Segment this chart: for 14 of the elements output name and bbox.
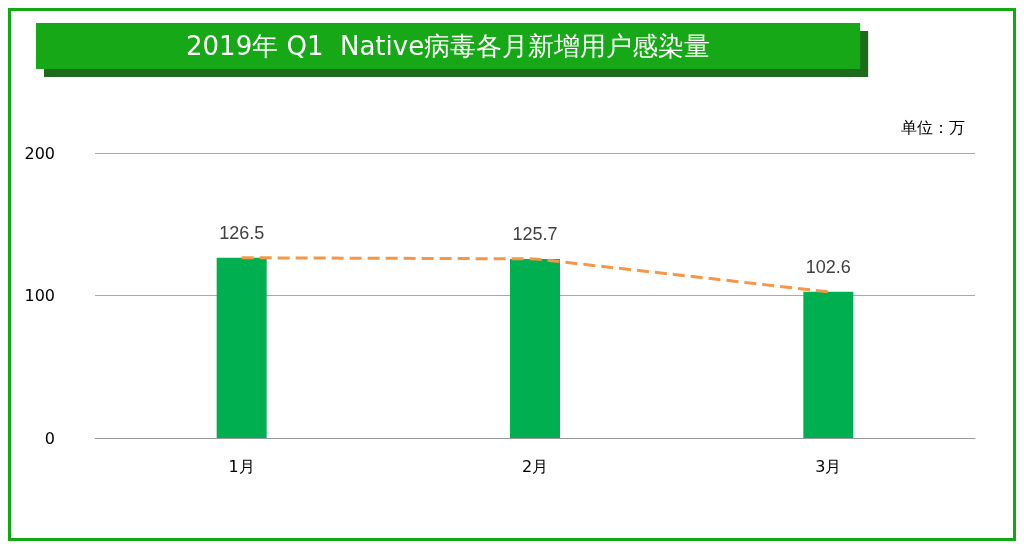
y-tick-label: 100 (24, 286, 55, 305)
bar (803, 291, 854, 438)
data-label: 102.6 (805, 256, 851, 277)
bar (216, 257, 267, 438)
x-tick-label: 2月 (521, 456, 549, 476)
x-tick-label: 3月 (815, 456, 842, 476)
y-axis-title: 单位：万 (901, 117, 965, 137)
x-tick-label: 1月 (228, 456, 255, 476)
data-label: 125.7 (512, 223, 558, 244)
data-label: 126.5 (219, 222, 265, 243)
y-tick-label: 200 (24, 143, 55, 163)
chart-title: 2019年 Q1 Native病毒各月新增用户感染量 (186, 31, 711, 61)
y-tick-label: 0 (44, 428, 55, 448)
bar (510, 258, 560, 438)
